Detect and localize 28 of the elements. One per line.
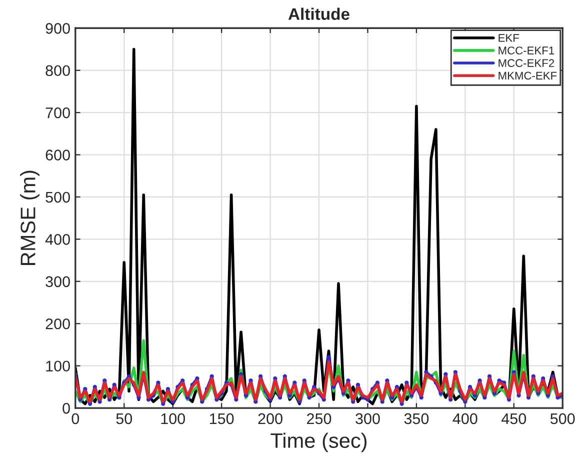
- x-tick-label: 450: [501, 413, 526, 424]
- y-tick-label: 400: [45, 234, 70, 245]
- legend-label: MCC-EKF1: [498, 46, 554, 54]
- x-tick-label: 200: [258, 413, 282, 424]
- x-tick-label: 0: [72, 413, 80, 424]
- y-axis-title: RMSE (m): [20, 170, 40, 265]
- y-tick-label: 500: [46, 192, 70, 203]
- y-tick-label: 100: [46, 360, 70, 372]
- x-tick-label: 100: [161, 413, 185, 424]
- y-tick-label: 0: [62, 402, 70, 414]
- y-tick-label: 900: [46, 23, 70, 34]
- x-tick-label: 350: [404, 413, 429, 424]
- y-tick-label: 200: [46, 318, 70, 330]
- x-tick-label: 250: [307, 413, 332, 424]
- x-tick-label: 400: [452, 413, 478, 424]
- y-tick-label: 300: [46, 276, 70, 288]
- x-tick-label: 50: [116, 413, 132, 424]
- x-tick-label: 300: [356, 413, 380, 424]
- chart-title: Altitude: [288, 8, 350, 20]
- x-tick-label: 150: [210, 413, 234, 424]
- y-tick-label: 600: [46, 150, 70, 160]
- legend-label: MCC-EKF2: [498, 59, 554, 68]
- x-axis-title: Time (sec): [270, 432, 367, 452]
- y-tick-label: 700: [46, 107, 70, 118]
- legend-label: EKF: [498, 34, 519, 42]
- y-tick-label: 800: [46, 65, 70, 76]
- x-tick-label: 500: [550, 413, 575, 424]
- legend-label: MKMC-EKF: [498, 72, 557, 80]
